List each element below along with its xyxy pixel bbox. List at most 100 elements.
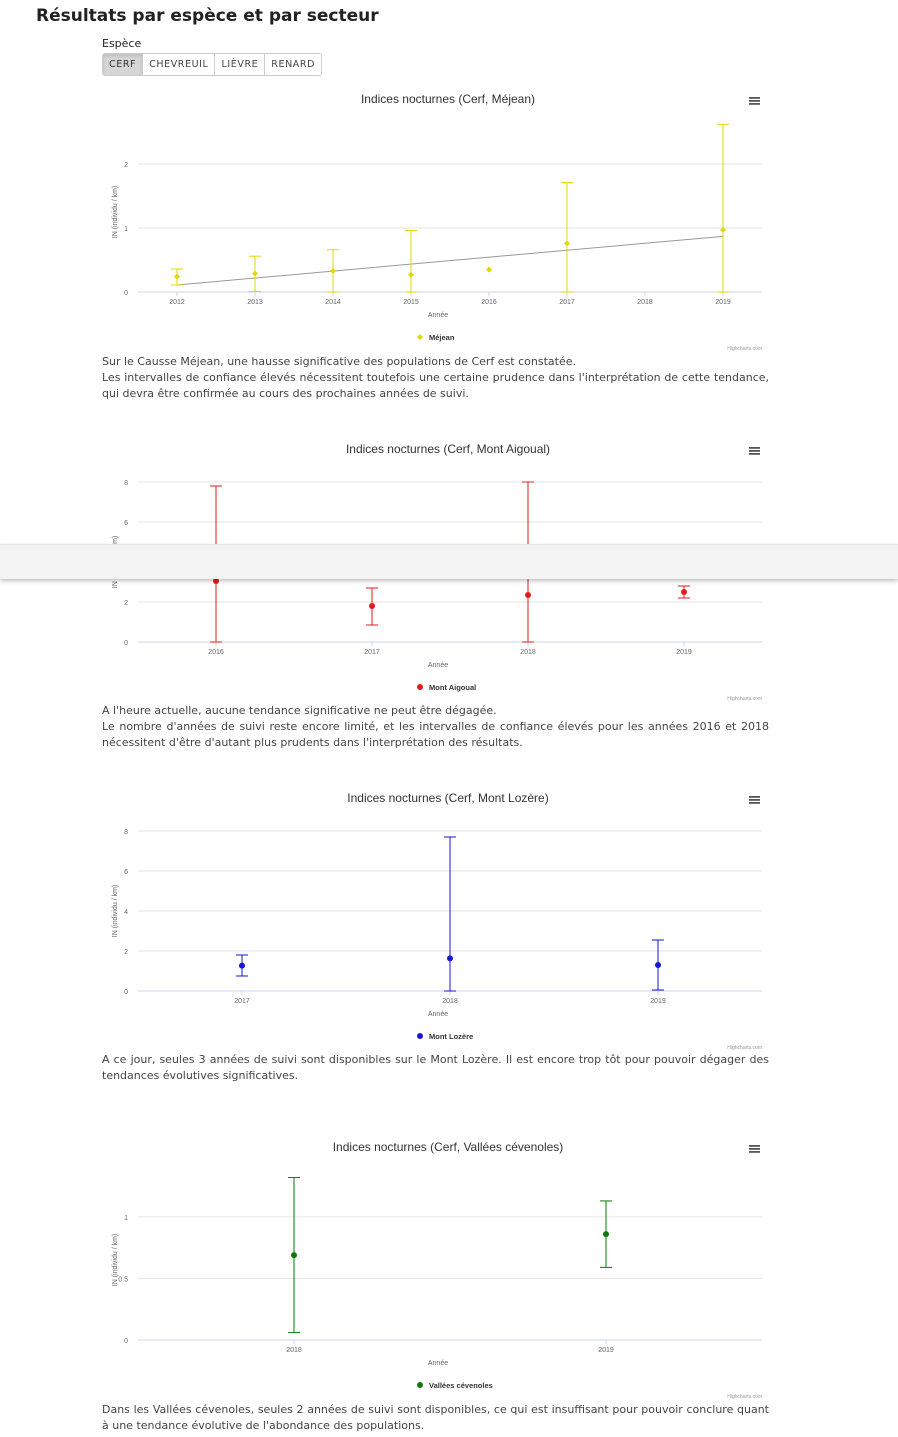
x-axis-label: Année: [428, 1360, 448, 1367]
chart-title: Indices nocturnes (Cerf, Méjean): [361, 92, 535, 106]
y-tick-label: 0: [124, 640, 128, 647]
legend-symbol: [417, 1033, 423, 1039]
error-bar: [444, 836, 456, 992]
data-point: [330, 267, 336, 274]
x-tick-label: 2018: [286, 1347, 302, 1354]
error-bar: [405, 230, 417, 293]
x-tick-label: 2019: [598, 1347, 614, 1354]
y-tick-label: 0.5: [118, 1276, 128, 1283]
menu-icon-line: [749, 802, 760, 804]
x-tick-label: 2012: [169, 299, 185, 306]
legend-item[interactable]: Mont Aigoual: [417, 683, 476, 692]
y-tick-label: 4: [124, 909, 128, 916]
chart-title: Indices nocturnes (Cerf, Mont Aigoual): [346, 442, 550, 456]
y-axis-label: IN (individu / km): [112, 1234, 119, 1287]
credits-link: Highcharts.com: [727, 696, 762, 702]
y-tick-label: 8: [124, 829, 128, 836]
chart-menu-icon[interactable]: [749, 97, 760, 105]
x-tick-label: 2018: [637, 299, 653, 306]
legend-item[interactable]: Mont Lozère: [417, 1032, 473, 1041]
chart-menu-icon[interactable]: [749, 796, 760, 804]
y-axis-label: IN (individu / km): [112, 186, 119, 239]
data-point: [291, 1252, 297, 1259]
y-tick-label: 6: [124, 520, 128, 527]
legend-label: Méjean: [429, 333, 455, 342]
description-line: Le nombre d'années de suivi reste encore…: [102, 720, 769, 749]
legend-label: Vallées cévenoles: [429, 1381, 493, 1390]
chart-mejean: Indices nocturnes (Cerf, Méjean) 0 1 2 2012 2…: [102, 84, 769, 354]
x-tick-label: 2019: [650, 998, 666, 1005]
data-point: [213, 578, 219, 584]
legend-symbol: [417, 684, 423, 690]
data-point: [408, 271, 414, 278]
chart-vallees-cevenoles: Indices nocturnes (Cerf, Vallées cévenol…: [102, 1132, 769, 1402]
sticky-overlay-bar: [0, 544, 898, 579]
x-tick-label: 2015: [403, 299, 419, 306]
legend-symbol: [417, 334, 423, 340]
menu-icon-line: [749, 103, 760, 105]
credits-link: Highcharts.com: [727, 1045, 762, 1051]
chart-menu-icon[interactable]: [749, 1145, 760, 1153]
x-tick-label: 2018: [442, 998, 458, 1005]
y-tick-label: 2: [124, 162, 128, 169]
data-point: [720, 226, 726, 233]
chart-menu-icon[interactable]: [749, 447, 760, 455]
x-axis-label: Année: [428, 1011, 448, 1018]
x-tick-label: 2019: [676, 649, 692, 656]
legend-item[interactable]: Méjean: [417, 333, 455, 342]
y-tick-label: 0: [124, 989, 128, 996]
data-point: [525, 592, 531, 598]
data-point: [655, 962, 661, 968]
menu-icon-line: [749, 100, 760, 102]
description-line: A ce jour, seules 3 années de suivi sont…: [102, 1053, 769, 1082]
species-button-cerf[interactable]: CERF: [103, 54, 144, 75]
chart-svg: Indices nocturnes (Cerf, Méjean) 0 1 2 2012 2…: [112, 92, 762, 352]
y-tick-label: 0: [124, 1338, 128, 1345]
y-tick-label: 6: [124, 869, 128, 876]
legend-item[interactable]: Vallées cévenoles: [417, 1381, 493, 1390]
x-axis-label: Année: [428, 312, 448, 319]
y-axis-label: IN (individu / km): [112, 885, 119, 938]
data-point: [447, 955, 453, 962]
error-bar: [717, 123, 729, 293]
credits-link: Highcharts.com: [727, 346, 762, 352]
menu-icon-line: [749, 796, 760, 798]
description-vallees-cevenoles: Dans les Vallées cévenoles, seules 2 ann…: [102, 1402, 769, 1434]
page-title: Résultats par espèce et par secteur: [36, 6, 379, 26]
chart-title: Indices nocturnes (Cerf, Mont Lozère): [347, 791, 548, 805]
menu-icon-line: [749, 1148, 760, 1150]
species-button-renard[interactable]: RENARD: [265, 54, 321, 75]
legend-label: Mont Lozère: [429, 1032, 473, 1041]
chart-mont-lozere: Indices nocturnes (Cerf, Mont Lozère) 0 2 4…: [102, 783, 769, 1053]
x-tick-label: 2014: [325, 299, 341, 306]
x-tick-label: 2019: [715, 299, 731, 306]
y-tick-label: 1: [124, 226, 128, 233]
menu-icon-line: [749, 450, 760, 452]
error-bar: [561, 182, 573, 293]
legend-symbol: [417, 1382, 423, 1388]
species-selector: CERF CHEVREUIL LIÈVRE RENARD: [102, 53, 322, 76]
data-point: [252, 270, 258, 277]
x-tick-label: 2017: [234, 998, 250, 1005]
description-line: Dans les Vallées cévenoles, seules 2 ann…: [102, 1403, 769, 1432]
data-point: [486, 266, 492, 273]
description-line: A l'heure actuelle, aucune tendance sign…: [102, 704, 497, 717]
x-tick-label: 2018: [520, 649, 536, 656]
y-tick-label: 2: [124, 949, 128, 956]
description-mejean: Sur le Causse Méjean, une hausse signifi…: [102, 354, 769, 402]
chart-svg: Indices nocturnes (Cerf, Vallées cévenol…: [112, 1140, 762, 1400]
trend-line: [176, 235, 724, 286]
species-button-lievre[interactable]: LIÈVRE: [215, 54, 266, 75]
chart-svg: Indices nocturnes (Cerf, Mont Lozère) 0 2 4…: [112, 791, 762, 1051]
x-tick-label: 2016: [481, 299, 497, 306]
data-point: [681, 589, 687, 595]
legend-label: Mont Aigoual: [429, 683, 476, 692]
menu-icon-line: [749, 799, 760, 801]
description-mont-aigoual: A l'heure actuelle, aucune tendance sign…: [102, 703, 769, 751]
data-point: [174, 273, 180, 280]
data-point: [239, 962, 245, 969]
x-tick-label: 2017: [364, 649, 380, 656]
data-point: [369, 603, 375, 609]
species-button-chevreuil[interactable]: CHEVREUIL: [143, 54, 216, 75]
menu-icon-line: [749, 97, 760, 99]
